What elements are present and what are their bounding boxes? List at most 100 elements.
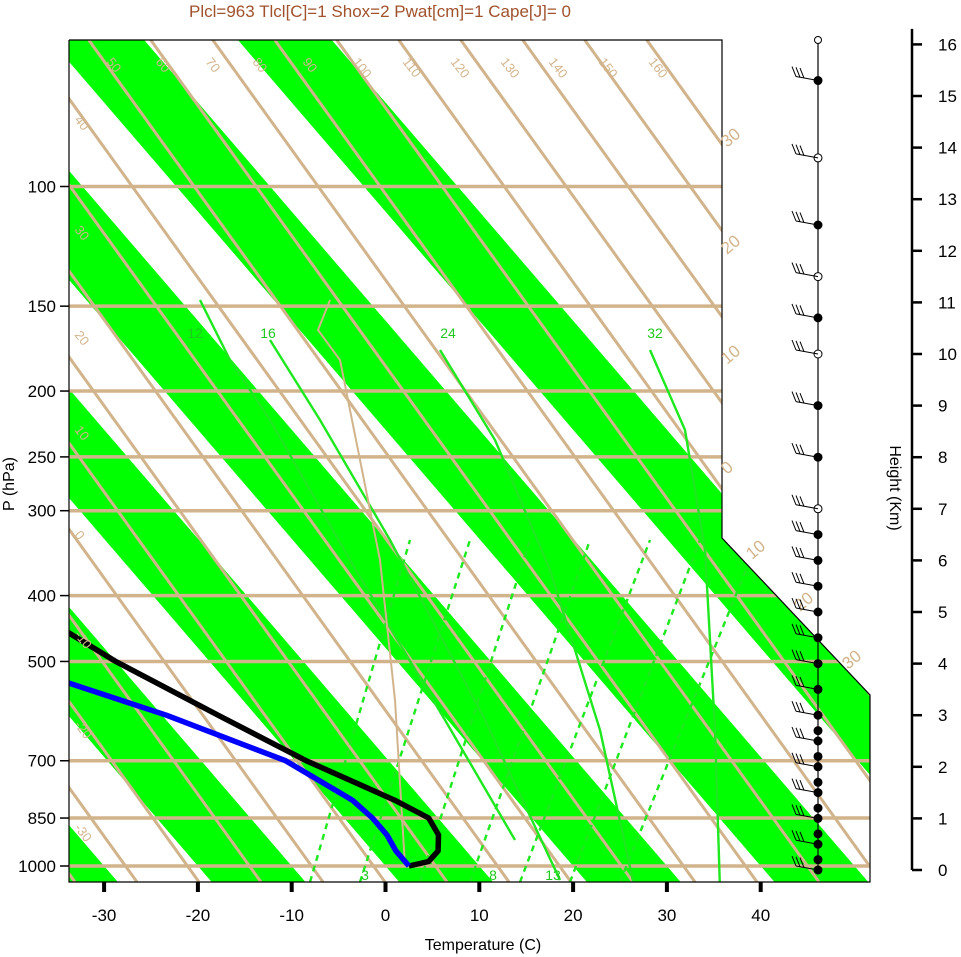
mixing-ratio-line <box>568 539 702 882</box>
pressure-axis: 100 150 200 250 300 400 500 700 850 1000 <box>18 178 69 876</box>
wind-barb-feather <box>795 263 801 274</box>
wind-barb <box>791 804 819 819</box>
isotherm-label: 20 <box>72 328 93 349</box>
isotherm-label: 10 <box>717 341 744 368</box>
dry-adiabat <box>87 40 697 882</box>
isotherm-band <box>69 40 306 882</box>
isotherm-band <box>69 40 869 882</box>
pressure-tick-label: 700 <box>28 752 56 771</box>
height-tick-label: 9 <box>938 397 947 416</box>
wind-barb <box>791 494 819 510</box>
wind-barb <box>791 830 819 845</box>
moist-adiabat-label: 24 <box>440 325 456 341</box>
wind-barb <box>791 752 819 768</box>
wind-barb-feather <box>799 831 805 842</box>
wind-barb <box>791 572 819 587</box>
moist-adiabat <box>438 349 637 882</box>
wind-barb-feather <box>799 393 805 404</box>
wind-barb-feather <box>795 67 801 78</box>
plot-frame <box>68 39 871 883</box>
dry-adiabat <box>397 40 870 882</box>
wind-barb-feather <box>791 143 797 155</box>
wind-barb-feather <box>795 727 801 738</box>
dry-adiabat <box>69 40 511 882</box>
wind-barb <box>791 726 819 742</box>
wind-barb-feather <box>795 392 801 403</box>
wind-barb-feather <box>799 341 805 352</box>
wind-barb-feather <box>799 547 805 559</box>
isotherm-label: 160 <box>646 55 671 81</box>
wind-top-marker <box>814 36 822 44</box>
wind-barb-feather <box>799 444 805 455</box>
isotherm-label: 120 <box>448 55 473 81</box>
mixing-ratio-line <box>518 539 652 882</box>
wind-barb-feather <box>791 546 797 557</box>
wind-barb-feather <box>799 625 805 636</box>
dewpoint-profile <box>69 225 412 868</box>
wind-barb-feather <box>791 804 797 815</box>
dry-adiabat <box>335 40 870 882</box>
pressure-tick-label: 850 <box>28 809 56 828</box>
wind-barb-feather <box>795 547 801 558</box>
wind-barb-feather <box>799 702 805 713</box>
wind-barb-feather <box>795 211 801 222</box>
isotherm-label: 0 <box>717 457 736 478</box>
height-tick-label: 6 <box>938 551 947 570</box>
wind-barb-feather <box>799 754 805 765</box>
pressure-tick-label: 1000 <box>18 857 56 876</box>
wind-barb-feather <box>795 779 801 790</box>
height-tick-label: 14 <box>938 139 957 158</box>
temperature-tick-label: -10 <box>279 906 304 925</box>
wind-barb <box>791 262 819 278</box>
temperature-profile <box>69 225 442 869</box>
pressure-tick-label: 250 <box>28 448 56 467</box>
wind-barb <box>791 520 819 536</box>
mixing-ratio-line <box>308 539 412 882</box>
wind-barb-feather <box>799 145 805 156</box>
height-tick-label: 16 <box>938 35 957 54</box>
moist-adiabat <box>648 349 722 882</box>
height-tick-label: 7 <box>938 500 947 519</box>
height-tick-label: 8 <box>938 448 947 467</box>
wind-barb <box>791 210 819 226</box>
wind-barb <box>791 675 819 690</box>
wind-barb-feather <box>795 701 801 713</box>
wind-barb-feather <box>799 728 805 739</box>
pressure-tick-label: 100 <box>28 178 56 197</box>
wind-barb-feather <box>799 522 805 533</box>
isotherm-label: 10 <box>742 536 769 563</box>
parcel-path <box>316 299 406 867</box>
wind-barb-feather <box>791 752 797 763</box>
pressure-tick-label: 400 <box>28 587 56 606</box>
dry-adiabat <box>69 40 449 882</box>
moist-adiabat <box>198 299 517 841</box>
wind-barb-feather <box>795 805 801 816</box>
y-axis-title: P (hPa) <box>1 457 18 511</box>
wind-barb-feather <box>795 624 801 635</box>
moist-adiabat <box>268 339 562 881</box>
wind-barb-feather <box>799 496 805 507</box>
wind-barb-feather <box>799 573 805 584</box>
height-tick-label: 0 <box>938 861 947 880</box>
wind-barb-feather <box>795 572 801 584</box>
sounding-profiles <box>69 225 442 869</box>
wind-level-marker <box>813 777 823 787</box>
dry-adiabat <box>273 40 870 882</box>
wind-barb-feather <box>795 650 801 661</box>
wind-barb-feather <box>795 340 801 351</box>
height-tick-label: 10 <box>938 345 957 364</box>
mixing-ratio-label: 3 <box>361 867 369 883</box>
wind-barb-feather <box>791 303 797 315</box>
height-tick-label: 12 <box>938 242 957 261</box>
pressure-tick-label: 200 <box>28 382 56 401</box>
wind-barb-feather <box>799 67 805 79</box>
wind-barb-feather <box>791 391 797 402</box>
pressure-tick-label: 150 <box>28 297 56 316</box>
mixing-ratio-label: 13 <box>545 867 561 883</box>
wind-barb-feather <box>791 262 797 273</box>
height-tick-label: 5 <box>938 603 947 622</box>
x-axis-title: Temperature (C) <box>425 937 541 954</box>
mixing-ratio-lines <box>308 539 752 882</box>
dry-adiabat <box>69 40 201 882</box>
wind-barb <box>791 339 819 355</box>
